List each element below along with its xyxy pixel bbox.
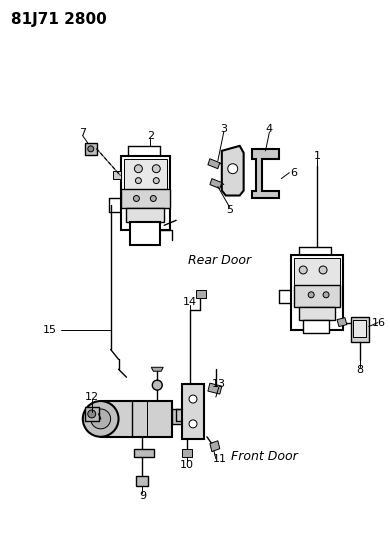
Circle shape	[88, 146, 94, 152]
Polygon shape	[85, 143, 97, 155]
Polygon shape	[210, 441, 220, 451]
Text: Front Door: Front Door	[231, 450, 298, 463]
Circle shape	[150, 196, 156, 201]
Polygon shape	[126, 208, 164, 222]
Polygon shape	[196, 290, 206, 298]
Text: 4: 4	[266, 124, 273, 134]
Polygon shape	[151, 367, 163, 372]
Text: 16: 16	[372, 318, 386, 328]
Polygon shape	[252, 149, 279, 198]
Polygon shape	[182, 449, 192, 457]
Circle shape	[91, 409, 111, 429]
Circle shape	[189, 420, 197, 428]
Circle shape	[88, 410, 96, 418]
Circle shape	[83, 401, 119, 437]
Polygon shape	[294, 285, 340, 306]
Polygon shape	[135, 449, 154, 457]
Bar	[353, 320, 366, 337]
Polygon shape	[121, 156, 170, 230]
Text: 15: 15	[43, 325, 57, 335]
Text: 10: 10	[180, 459, 194, 470]
Text: 81J71 2800: 81J71 2800	[11, 12, 107, 27]
Circle shape	[319, 266, 327, 274]
Text: 5: 5	[226, 205, 233, 215]
Polygon shape	[85, 407, 99, 421]
Text: 6: 6	[290, 168, 297, 177]
Text: 9: 9	[139, 491, 146, 502]
Polygon shape	[303, 320, 329, 333]
Circle shape	[152, 380, 162, 390]
Polygon shape	[172, 409, 182, 424]
Polygon shape	[182, 384, 204, 439]
Circle shape	[153, 177, 159, 183]
Text: 7: 7	[79, 128, 86, 138]
Polygon shape	[210, 179, 222, 189]
Circle shape	[323, 292, 329, 298]
Circle shape	[152, 165, 160, 173]
Circle shape	[228, 164, 238, 174]
Bar	[351, 317, 369, 343]
Text: 2: 2	[147, 131, 154, 141]
Polygon shape	[299, 306, 335, 320]
Polygon shape	[131, 222, 160, 245]
Text: 12: 12	[85, 392, 99, 402]
Polygon shape	[222, 146, 244, 196]
Text: 8: 8	[356, 365, 363, 375]
Circle shape	[189, 395, 197, 403]
Polygon shape	[136, 477, 148, 487]
Polygon shape	[113, 171, 121, 179]
Polygon shape	[124, 159, 167, 189]
Polygon shape	[208, 383, 222, 394]
Circle shape	[133, 196, 139, 201]
Circle shape	[135, 177, 142, 183]
Circle shape	[308, 292, 314, 298]
Text: 3: 3	[220, 124, 227, 134]
Polygon shape	[121, 189, 170, 208]
Text: 11: 11	[213, 454, 227, 464]
Polygon shape	[294, 258, 340, 285]
Text: 1: 1	[314, 151, 321, 161]
Polygon shape	[101, 401, 172, 437]
Polygon shape	[208, 159, 220, 169]
Text: 13: 13	[212, 379, 226, 389]
Polygon shape	[291, 255, 343, 329]
Text: Rear Door: Rear Door	[188, 254, 252, 266]
Circle shape	[135, 165, 142, 173]
Circle shape	[299, 266, 307, 274]
Text: 14: 14	[183, 297, 197, 307]
Polygon shape	[337, 318, 347, 327]
